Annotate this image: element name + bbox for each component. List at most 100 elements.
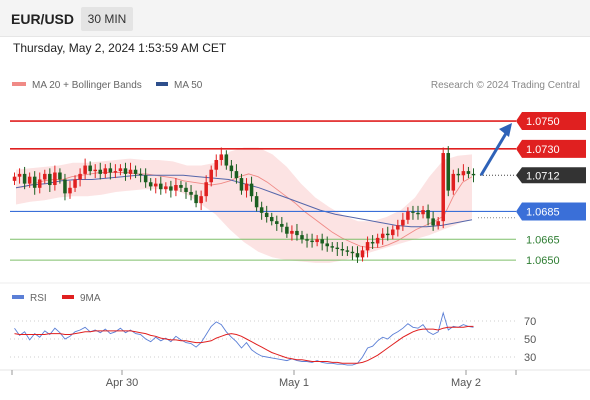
candle-body [184, 187, 188, 192]
candle-body [88, 165, 92, 172]
candle-body [48, 173, 52, 186]
candle-body [426, 210, 430, 219]
candle-body [264, 212, 269, 218]
candle-body [78, 173, 82, 180]
candle-body [118, 168, 123, 172]
candle-body [406, 211, 410, 220]
current-price-tag [516, 167, 586, 184]
legend-ma20: MA 20 + Bollinger Bands [12, 80, 142, 91]
legend-rsi-label: RSI [30, 293, 47, 304]
candle-body [290, 230, 294, 234]
candle-body [164, 186, 168, 190]
candle-body [199, 196, 203, 204]
candle-body [224, 154, 229, 166]
candle-body [214, 159, 219, 170]
candle-body [194, 194, 198, 204]
x-axis: Apr 30 May 1 May 2 [11, 370, 517, 389]
candle-body [58, 172, 62, 180]
candle-body [239, 178, 244, 191]
candle-body [431, 218, 435, 226]
candle-body [421, 210, 425, 215]
level-tag-1.0750 [516, 112, 586, 131]
candle-body [456, 173, 461, 176]
ma50-line [15, 174, 473, 228]
timeframe-button[interactable]: 30 MIN [81, 7, 133, 31]
candle-body [159, 183, 163, 190]
candle-body [22, 173, 27, 184]
candle-body [148, 182, 153, 187]
candle-body [68, 187, 72, 194]
level-label-1.0750: 1.0750 [526, 116, 560, 128]
legend-rsi: RSI [12, 293, 47, 304]
rsi-panel: 70 50 30 [10, 311, 536, 366]
x-label-May 2: May 2 [451, 377, 481, 389]
level-label-1.0685: 1.0685 [526, 206, 560, 218]
candle-body [401, 219, 405, 226]
candle-body [280, 223, 284, 227]
candle-body [123, 168, 128, 174]
candle-body [350, 251, 355, 254]
bollinger-band [16, 147, 472, 263]
candle-body [189, 191, 193, 195]
chart-header: EUR/USD 30 MIN [0, 0, 590, 37]
current-price-label: 1.0712 [526, 170, 560, 182]
legend-9ma-label: 9MA [80, 293, 101, 304]
candle-body [411, 211, 415, 213]
candle-body [153, 183, 158, 187]
chart-datetime: Thursday, May 2, 2024 1:53:59 AM CET [13, 41, 227, 55]
candle-body [17, 173, 22, 177]
candle-body [315, 239, 319, 243]
candle-body [446, 153, 451, 191]
candle-body [249, 183, 254, 197]
rsi-swatch [12, 295, 24, 300]
candle-body [43, 173, 47, 180]
legend-9ma: 9MA [62, 293, 101, 304]
candle-body [310, 240, 314, 243]
candle-body [108, 168, 113, 173]
legend-ma50-label: MA 50 [174, 80, 203, 91]
candle-body [295, 230, 299, 236]
candle-body [300, 235, 304, 240]
candle-body [174, 185, 178, 191]
candle-body [355, 253, 360, 258]
level-tag-1.0685 [516, 202, 586, 221]
candle-body [128, 169, 133, 174]
candle-body [204, 182, 208, 197]
level-label-1.0650: 1.0650 [526, 255, 560, 267]
candle-body [143, 175, 148, 183]
credit-text: Research © 2024 Trading Central [430, 80, 580, 91]
candle-body [471, 173, 476, 176]
candle-body [27, 176, 32, 184]
candle-body [259, 207, 264, 213]
candle-body [325, 243, 329, 247]
legend-ma20-label: MA 20 + Bollinger Bands [32, 80, 142, 91]
candle-body [254, 196, 259, 208]
candle-body [133, 169, 138, 174]
forecast-arrow-shaft [479, 129, 510, 177]
candle-body [32, 176, 37, 188]
candle-body [53, 172, 57, 186]
candle-body [37, 179, 42, 188]
level-label-1.0730: 1.0730 [526, 144, 560, 156]
candle-body [244, 183, 249, 191]
candle-body [380, 233, 385, 238]
candle-body [209, 169, 213, 183]
candle-body [416, 212, 420, 215]
candle-body [12, 176, 17, 181]
symbol-title: EUR/USD [11, 11, 75, 27]
candle-body [391, 229, 395, 236]
rsi-tick-50: 50 [524, 334, 536, 346]
level-tag-1.0730 [516, 139, 586, 158]
candle-body [451, 173, 456, 191]
candle-body [103, 168, 108, 174]
x-label-Apr 30: Apr 30 [106, 377, 138, 389]
rsi-series-9MA [14, 325, 474, 364]
candle-body [229, 165, 234, 172]
candle-body [73, 179, 77, 188]
candle-body [436, 221, 440, 226]
candle-body [441, 153, 445, 222]
rsi-series-RSI [14, 311, 474, 366]
candle-body [83, 165, 87, 174]
legend-ma50: MA 50 [156, 80, 202, 91]
